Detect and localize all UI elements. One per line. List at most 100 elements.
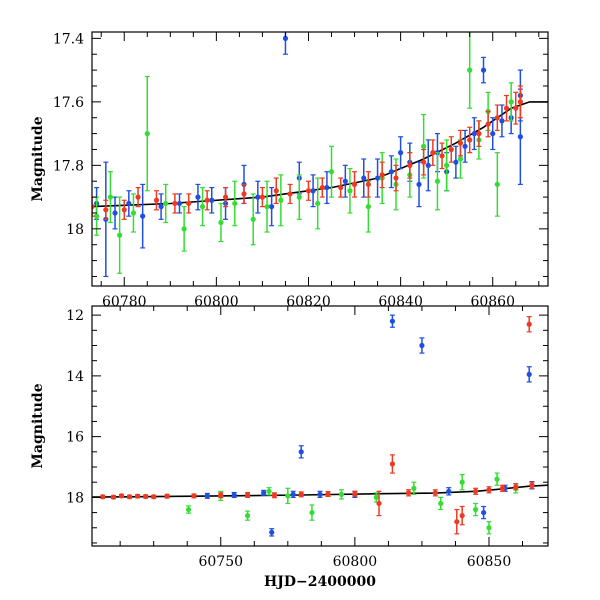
data-point xyxy=(204,493,210,499)
data-point xyxy=(453,159,459,165)
data-point xyxy=(398,150,404,156)
data-point xyxy=(271,492,277,498)
data-point xyxy=(434,178,441,184)
data-point xyxy=(393,175,399,181)
data-point xyxy=(204,197,210,203)
y-tick-label: 18 xyxy=(66,222,84,238)
series-1 xyxy=(185,472,519,535)
data-point xyxy=(126,200,132,207)
data-point xyxy=(103,207,109,213)
data-point xyxy=(298,491,304,497)
data-point xyxy=(164,493,170,499)
data-point xyxy=(439,153,445,159)
data-point xyxy=(526,321,532,327)
data-point xyxy=(485,121,491,127)
data-point xyxy=(325,491,331,497)
data-point xyxy=(494,181,500,187)
series-0 xyxy=(94,32,523,278)
data-point xyxy=(130,210,137,216)
data-point xyxy=(250,216,256,222)
data-point xyxy=(411,485,417,491)
data-point xyxy=(186,200,192,207)
y-tick-label: 14 xyxy=(66,369,84,385)
data-point xyxy=(285,493,291,499)
top-panel: 60780 60800 60820 60840 60860 17.4 17.6 17.8 18 M… xyxy=(30,31,549,310)
data-point xyxy=(472,488,479,494)
plot-area xyxy=(92,32,548,278)
data-point xyxy=(513,484,519,490)
data-point xyxy=(365,181,371,187)
data-point xyxy=(499,485,505,491)
data-point xyxy=(529,482,535,488)
data-point xyxy=(432,490,438,496)
data-point xyxy=(232,200,238,207)
data-point xyxy=(278,197,284,203)
y-tick-label: 16 xyxy=(66,430,84,446)
data-point xyxy=(444,162,450,168)
data-point xyxy=(459,513,465,519)
data-point xyxy=(438,500,444,507)
x-tick-label: 60850 xyxy=(467,554,512,570)
data-point xyxy=(172,200,178,207)
data-point xyxy=(459,479,465,485)
data-point xyxy=(94,213,100,219)
data-point xyxy=(92,204,95,210)
data-point xyxy=(338,184,344,191)
data-point xyxy=(218,219,224,226)
data-point xyxy=(352,491,358,497)
data-point xyxy=(135,493,141,499)
data-point xyxy=(298,449,304,455)
data-point xyxy=(319,184,325,191)
series-2 xyxy=(92,85,523,220)
data-point xyxy=(290,491,296,497)
data-point xyxy=(153,197,160,203)
data-point xyxy=(287,191,293,197)
data-point xyxy=(261,490,267,496)
x-tick-label: 60860 xyxy=(470,294,515,310)
data-point xyxy=(315,200,321,207)
data-point xyxy=(110,494,117,500)
data-point xyxy=(126,494,133,500)
data-point xyxy=(513,105,519,111)
y-tick-label: 17.6 xyxy=(53,95,84,111)
data-point xyxy=(244,513,251,519)
data-point xyxy=(282,35,289,41)
data-point xyxy=(199,204,206,210)
data-point xyxy=(259,194,266,200)
x-tick-label: 60840 xyxy=(378,294,423,310)
data-point xyxy=(486,525,492,531)
data-point xyxy=(317,491,323,497)
data-point xyxy=(448,146,454,153)
data-point xyxy=(476,131,482,137)
data-point xyxy=(264,204,270,210)
data-point xyxy=(140,213,146,219)
plot-frame xyxy=(91,31,549,287)
data-point xyxy=(425,162,431,168)
plot-area xyxy=(92,314,548,537)
data-point xyxy=(457,140,464,146)
data-point xyxy=(163,200,169,207)
data-point xyxy=(310,188,316,194)
y-axis-title: Magnitude xyxy=(30,383,46,468)
data-point xyxy=(185,506,192,513)
data-point xyxy=(151,494,157,500)
data-point xyxy=(244,492,251,498)
data-point xyxy=(446,488,452,494)
data-point xyxy=(480,67,487,73)
series-2 xyxy=(100,316,535,535)
data-point xyxy=(305,188,312,194)
y-tick-label: 17.4 xyxy=(53,31,84,47)
data-point xyxy=(503,105,510,111)
data-point xyxy=(324,184,330,191)
data-point xyxy=(365,204,371,210)
data-point xyxy=(379,172,385,178)
data-point xyxy=(481,509,487,516)
data-point xyxy=(100,494,106,500)
data-point xyxy=(389,461,396,467)
y-tick-label: 12 xyxy=(66,308,84,324)
data-point xyxy=(517,134,523,140)
data-point xyxy=(388,169,394,175)
data-point xyxy=(454,519,460,525)
data-point xyxy=(328,169,335,175)
data-point xyxy=(255,194,261,200)
